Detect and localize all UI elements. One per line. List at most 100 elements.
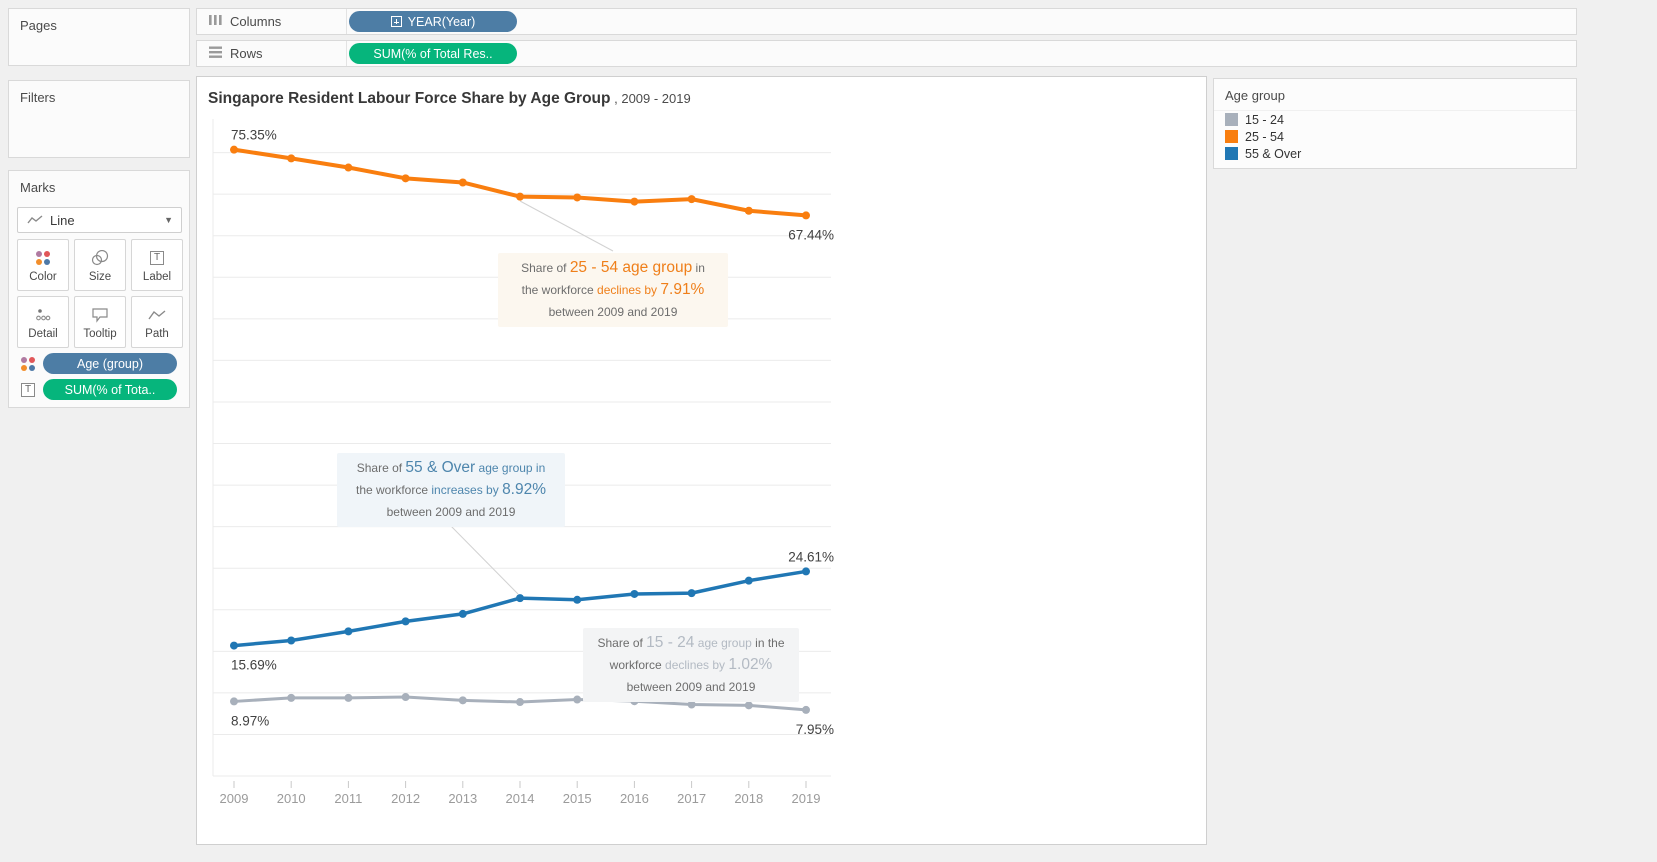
mark-button-label: Detail: [28, 327, 58, 340]
mark-button-label: Tooltip: [83, 327, 117, 340]
data-point[interactable]: [230, 641, 238, 650]
text-label-icon: T: [17, 382, 39, 397]
annotation-text: 7.91%: [660, 281, 705, 298]
color-legend: Age group 15 - 24 25 - 54 55 & Over: [1213, 78, 1577, 169]
legend-swatch: [1225, 130, 1238, 143]
data-point[interactable]: [287, 693, 296, 702]
data-point[interactable]: [630, 589, 639, 598]
annotation-text: Share of: [597, 636, 647, 650]
data-point[interactable]: [458, 696, 467, 705]
annotation-text: 1.02%: [728, 656, 773, 673]
ann-15-24[interactable]: Share of 15 - 24 age group in the workfor…: [583, 628, 799, 702]
year-dimension-pill[interactable]: YEAR(Year): [349, 11, 517, 32]
x-axis-label: 2013: [448, 791, 477, 806]
size-button[interactable]: Size: [74, 239, 126, 291]
color-dots-icon: [17, 356, 39, 372]
legend-label: 25 - 54: [1245, 129, 1284, 144]
data-point[interactable]: [230, 145, 238, 154]
annotation-line: between 2009 and 2019: [504, 301, 722, 323]
sum-measure-pill[interactable]: SUM(% of Total Res..: [349, 43, 517, 64]
series-line-25-54[interactable]: [233, 147, 807, 218]
chart-title: Singapore Resident Labour Force Share by…: [208, 90, 691, 108]
data-point[interactable]: [802, 705, 810, 714]
annotation-text: workforce: [609, 658, 666, 672]
annotation-text: between 2009 and 2019: [548, 305, 678, 319]
worksheet-view: Singapore Resident Labour Force Share by…: [196, 76, 1207, 845]
age-group-pill[interactable]: Age (group): [43, 353, 177, 374]
data-point[interactable]: [516, 594, 524, 603]
color-button[interactable]: Color: [17, 239, 69, 291]
sum-measure-pill[interactable]: SUM(% of Tota..: [43, 379, 177, 400]
mark-type-dropdown[interactable]: Line ▼: [17, 207, 182, 233]
marks-card: Marks Line ▼ Color Size T Label Detail Toolti…: [8, 170, 190, 408]
label-button[interactable]: T Label: [131, 239, 183, 291]
annotation-text: 15 - 24: [646, 634, 695, 651]
path-button[interactable]: Path: [131, 296, 183, 348]
annotation-text: between 2009 and 2019: [386, 505, 516, 519]
data-point[interactable]: [687, 700, 696, 709]
data-point[interactable]: [344, 627, 353, 636]
annotation-text: in: [692, 261, 705, 275]
data-point[interactable]: [687, 589, 696, 598]
x-axis-label: 2018: [734, 791, 763, 806]
data-point[interactable]: [287, 154, 296, 163]
detail-button[interactable]: Detail: [17, 296, 69, 348]
ann-25-54[interactable]: Share of 25 - 54 age group in the workfor…: [498, 253, 728, 327]
annotation-line: the workforce declines by 7.91%: [504, 279, 722, 301]
annotation-leader-line: [447, 522, 519, 595]
columns-shelf[interactable]: Columns YEAR(Year): [196, 8, 1577, 35]
data-point[interactable]: [344, 693, 353, 702]
pages-shelf-label: Pages: [20, 18, 57, 33]
annotation-line: Share of 55 & Over age group in: [343, 457, 559, 479]
data-point[interactable]: [458, 609, 467, 618]
marks-card-label: Marks: [20, 180, 56, 195]
data-point[interactable]: [230, 697, 238, 706]
mark-button-label: Color: [29, 270, 57, 283]
data-point[interactable]: [573, 595, 582, 604]
annotation-text: 55 & Over: [405, 459, 476, 476]
data-point[interactable]: [401, 617, 410, 626]
annotation-leader-line: [519, 200, 614, 252]
data-point[interactable]: [802, 567, 810, 576]
legend-title: Age group: [1214, 79, 1576, 111]
rows-shelf[interactable]: Rows SUM(% of Total Res..: [196, 40, 1577, 67]
annotation-line: Share of 25 - 54 age group in: [504, 257, 722, 279]
data-point[interactable]: [744, 701, 753, 710]
data-point[interactable]: [287, 636, 296, 645]
filters-shelf[interactable]: Filters: [8, 80, 190, 158]
x-axis-label: 2014: [506, 791, 535, 806]
data-point[interactable]: [573, 193, 582, 202]
legend-label: 55 & Over: [1245, 146, 1302, 161]
ann-55-over[interactable]: Share of 55 & Over age group in the workf…: [337, 453, 565, 527]
data-point[interactable]: [516, 698, 524, 707]
x-axis-label: 2010: [277, 791, 306, 806]
data-point-label: 67.44%: [788, 227, 834, 242]
legend-item-55-over[interactable]: 55 & Over: [1214, 145, 1576, 162]
legend-item-15-24[interactable]: 15 - 24: [1214, 111, 1576, 128]
plus-box-icon[interactable]: [390, 16, 402, 27]
legend-swatch: [1225, 113, 1238, 126]
data-point[interactable]: [344, 163, 353, 172]
data-point[interactable]: [687, 195, 696, 204]
x-axis-label: 2009: [220, 791, 249, 806]
data-point-label: 8.97%: [231, 713, 269, 728]
annotation-text: age group: [694, 636, 752, 650]
data-point[interactable]: [401, 693, 410, 702]
data-point[interactable]: [516, 192, 524, 201]
color-icon: [35, 248, 51, 268]
pages-shelf[interactable]: Pages: [8, 8, 190, 66]
data-point[interactable]: [401, 174, 410, 183]
data-point[interactable]: [630, 197, 639, 206]
data-point[interactable]: [744, 206, 753, 215]
tooltip-button[interactable]: Tooltip: [74, 296, 126, 348]
data-point[interactable]: [744, 576, 753, 585]
data-point[interactable]: [458, 178, 467, 187]
data-point[interactable]: [802, 211, 810, 220]
data-point-label: 7.95%: [796, 722, 834, 737]
mark-button-label: Size: [88, 270, 112, 283]
legend-item-25-54[interactable]: 25 - 54: [1214, 128, 1576, 145]
annotation-text: Share of: [356, 461, 406, 475]
data-point-label: 75.35%: [231, 128, 277, 143]
marks-pill-row: Age (group): [17, 353, 177, 374]
data-point[interactable]: [573, 695, 582, 704]
